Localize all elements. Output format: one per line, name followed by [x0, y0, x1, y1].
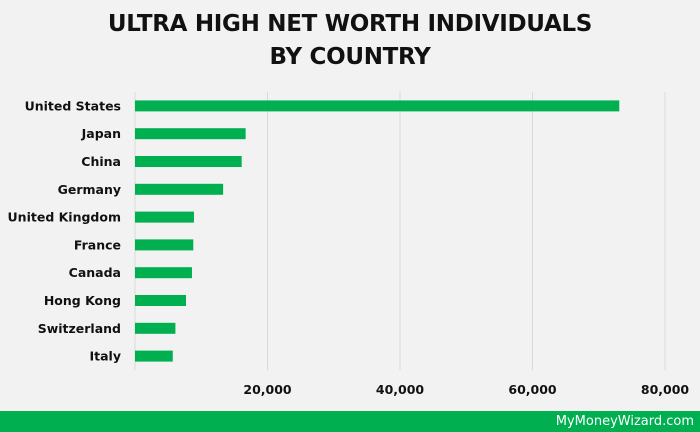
category-label: Canada: [69, 265, 121, 280]
category-label: Hong Kong: [44, 293, 121, 308]
bar-united-states: [135, 100, 620, 112]
bar-canada: [135, 267, 192, 279]
bar-china: [135, 156, 242, 167]
footer-site-name: MyMoneyWizard.com: [555, 414, 694, 429]
category-label: Japan: [81, 126, 121, 141]
x-tick-label: 60,000: [508, 382, 557, 397]
bar-japan: [135, 128, 246, 140]
category-label: Germany: [58, 182, 121, 197]
category-label: France: [74, 237, 121, 252]
chart-title-line-2: BY COUNTRY: [269, 44, 431, 70]
x-tick-label: 40,000: [376, 382, 425, 397]
bar-chart: United States Japan China Germany United Kin…: [8, 92, 690, 397]
bar-france: [135, 239, 194, 251]
category-label: United States: [25, 98, 121, 113]
chart-title: ULTRA HIGH NET WORTH INDIVIDUALS BY COUN…: [0, 8, 700, 74]
bar-switzerland: [135, 322, 176, 334]
x-tick-label: 20,000: [243, 382, 292, 397]
category-label: United Kingdom: [8, 210, 121, 225]
bar-germany: [135, 183, 224, 195]
footer-bar: [0, 411, 700, 432]
bar-united-kingdom: [135, 211, 194, 223]
category-label: Italy: [90, 349, 122, 364]
x-tick-label: 80,000: [641, 382, 690, 397]
chart-title-line-1: ULTRA HIGH NET WORTH INDIVIDUALS: [107, 11, 593, 37]
bar-italy: [135, 350, 173, 362]
category-label: Switzerland: [38, 321, 121, 336]
category-label: China: [81, 154, 121, 169]
bar-hong-kong: [135, 295, 187, 306]
